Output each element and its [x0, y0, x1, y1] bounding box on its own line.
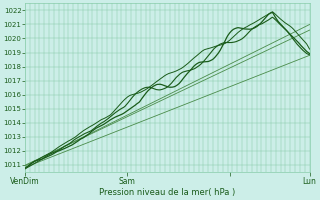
X-axis label: Pression niveau de la mer( hPa ): Pression niveau de la mer( hPa ) — [99, 188, 236, 197]
